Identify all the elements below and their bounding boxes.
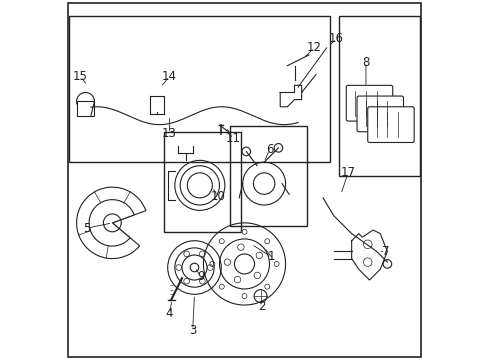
Bar: [164, 132, 241, 232]
Text: 10: 10: [210, 190, 224, 203]
Text: 12: 12: [306, 41, 321, 54]
FancyBboxPatch shape: [346, 85, 392, 121]
Text: 14: 14: [162, 70, 177, 83]
Text: 8: 8: [362, 55, 369, 69]
Text: 16: 16: [328, 32, 344, 45]
Text: 6: 6: [265, 143, 273, 156]
Text: 13: 13: [162, 127, 177, 140]
Wedge shape: [89, 200, 134, 246]
Text: 2: 2: [257, 300, 265, 313]
Text: 11: 11: [225, 132, 240, 145]
FancyBboxPatch shape: [356, 96, 403, 132]
Text: 5: 5: [83, 222, 90, 235]
Text: 3: 3: [189, 324, 196, 337]
Wedge shape: [77, 187, 145, 258]
Text: 1: 1: [267, 250, 274, 263]
Text: 4: 4: [165, 307, 173, 320]
Bar: [69, 16, 329, 162]
Bar: [339, 16, 419, 176]
Text: 17: 17: [340, 166, 355, 179]
Text: 7: 7: [381, 245, 388, 258]
FancyBboxPatch shape: [367, 107, 413, 143]
Bar: [77, 102, 94, 116]
Text: 15: 15: [73, 70, 87, 83]
Bar: [230, 126, 306, 226]
Text: 9: 9: [197, 270, 204, 283]
